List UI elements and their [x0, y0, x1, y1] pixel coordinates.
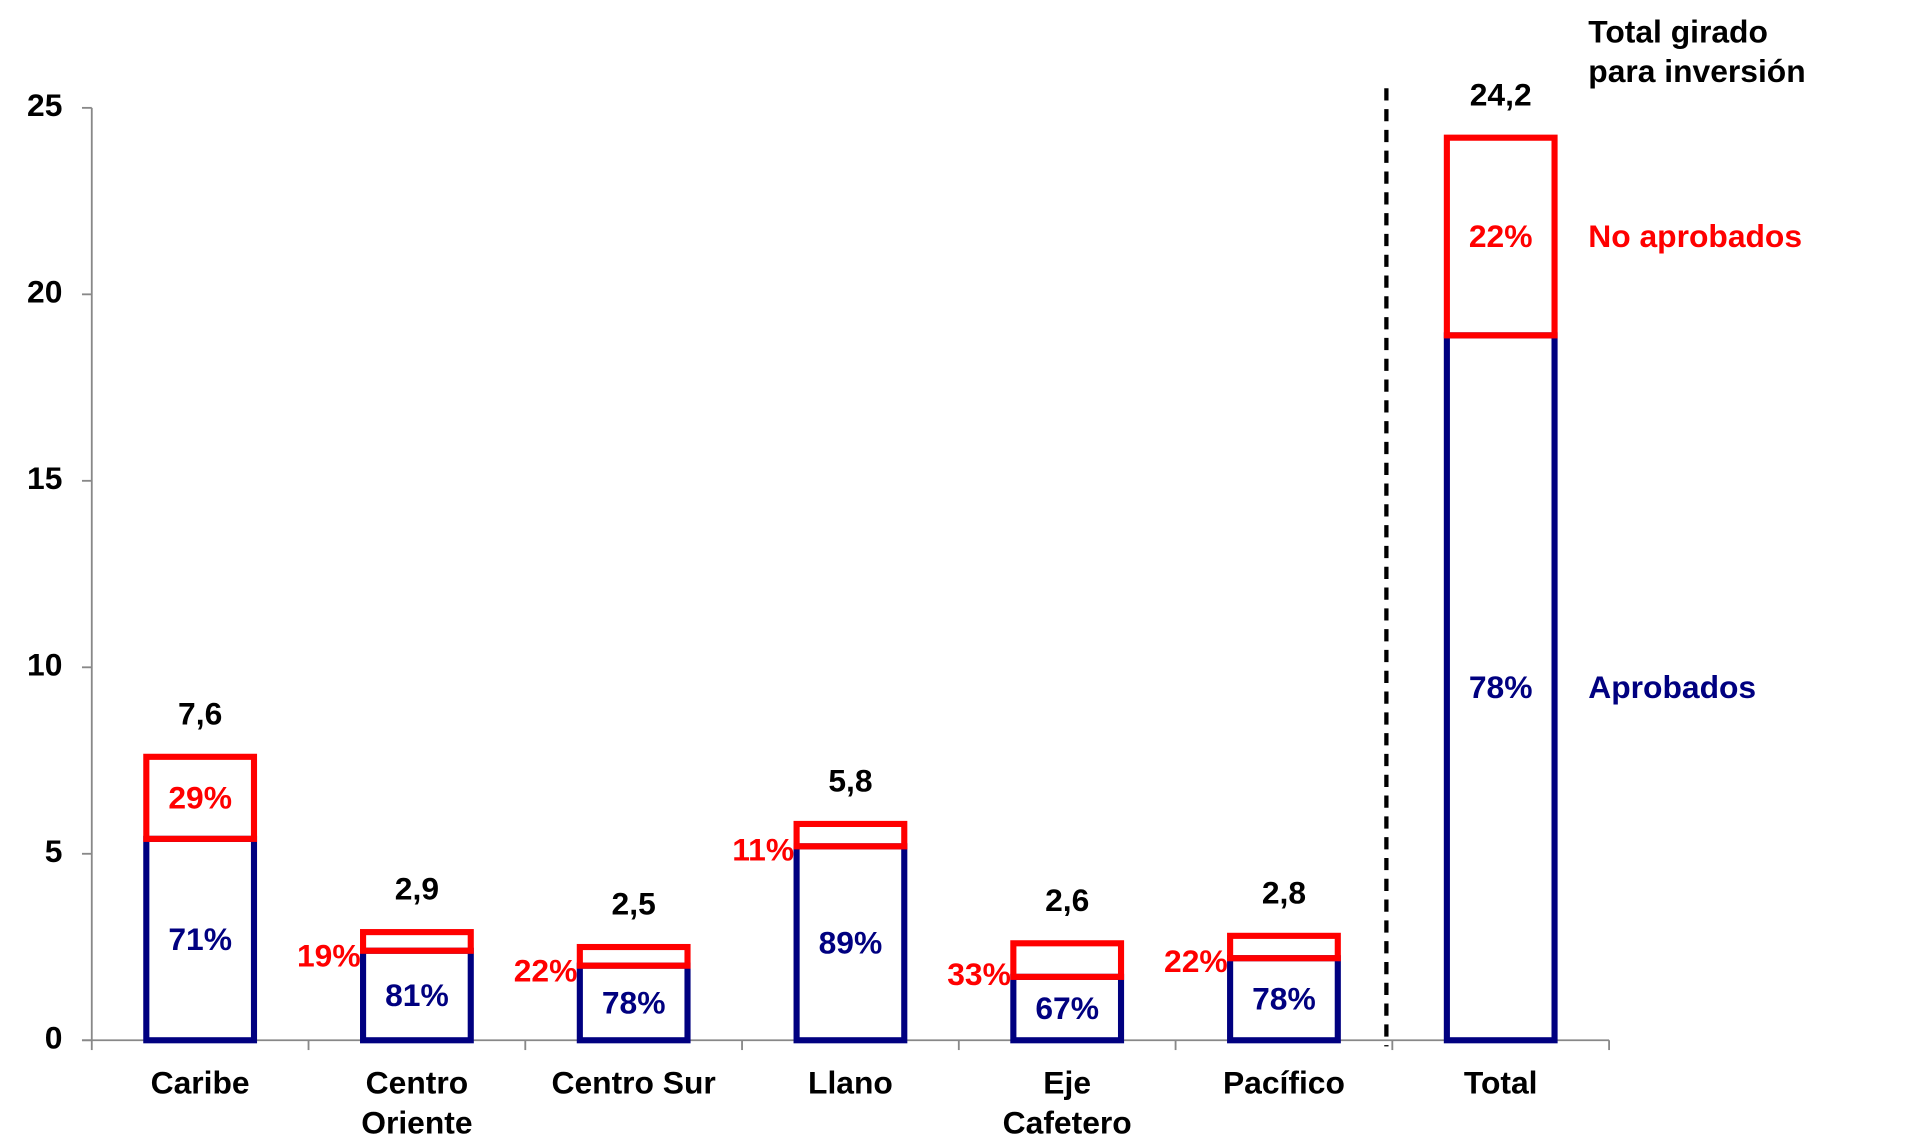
segment-label: 22% [514, 953, 578, 989]
segment-label: 11% [732, 832, 794, 868]
legend-label: No aprobados [1588, 218, 1802, 254]
x-tick-label: Eje Cafetero [1003, 1065, 1132, 1141]
x-tick-label: Caribe [151, 1065, 250, 1101]
bar-segment [1010, 940, 1125, 980]
y-tick-label: 5 [45, 833, 63, 869]
total-label: 2,9 [395, 871, 439, 907]
segment-label: 78% [602, 985, 666, 1021]
y-tick-label: 10 [27, 647, 62, 683]
bar-segment [1443, 134, 1558, 339]
y-tick-label: 20 [27, 274, 62, 310]
bar-segment [1227, 932, 1341, 962]
total-label: 2,6 [1045, 882, 1089, 918]
bar-segment [576, 943, 691, 969]
x-tick-label: Centro Sur [552, 1065, 716, 1101]
segment-label: 89% [819, 925, 883, 961]
x-tick-label: Llano [808, 1065, 893, 1101]
total-label: 2,5 [612, 886, 656, 922]
segment-label: 29% [168, 780, 232, 816]
segment-label: 22% [1164, 944, 1228, 980]
segment-label: 22% [1469, 218, 1533, 254]
x-tick-label: Pacífico [1223, 1065, 1345, 1101]
total-label: 2,8 [1262, 875, 1306, 911]
y-tick-label: 15 [27, 460, 62, 496]
total-label: 7,6 [178, 696, 222, 732]
x-tick-label: Total [1464, 1065, 1538, 1101]
bar-segment [143, 753, 258, 842]
segment-label: 81% [385, 977, 449, 1013]
x-tick-label: Centro Oriente [361, 1065, 472, 1141]
legend-label: Aprobados [1588, 670, 1756, 706]
segment-label: 67% [1035, 990, 1099, 1026]
y-tick-label: 25 [27, 87, 62, 123]
total-label: 5,8 [828, 763, 872, 799]
bar-segment [360, 929, 474, 954]
bar-segment [793, 820, 908, 850]
segment-label: 78% [1469, 670, 1533, 706]
segment-label: 19% [297, 938, 361, 974]
y-tick-label: 0 [45, 1020, 63, 1056]
segment-label: 78% [1252, 981, 1316, 1017]
total-label: 24,2 [1470, 77, 1532, 113]
segment-label: 33% [947, 957, 1011, 993]
annotation: Total girado para inversión [1588, 14, 1805, 90]
segment-label: 71% [168, 921, 232, 957]
